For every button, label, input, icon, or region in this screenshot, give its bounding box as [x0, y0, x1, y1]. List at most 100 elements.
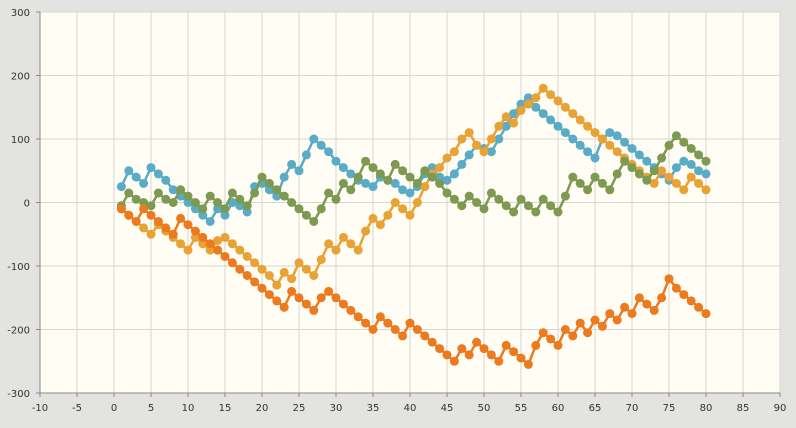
data-point[interactable] [198, 204, 208, 214]
data-point[interactable] [398, 166, 408, 176]
data-point[interactable] [583, 185, 593, 195]
data-point[interactable] [560, 128, 570, 138]
data-point[interactable] [361, 318, 371, 328]
data-point[interactable] [435, 178, 445, 188]
data-point[interactable] [634, 150, 644, 160]
data-point[interactable] [649, 178, 659, 188]
data-point[interactable] [205, 217, 215, 226]
data-point[interactable] [575, 115, 585, 125]
data-point[interactable] [568, 331, 578, 341]
data-point[interactable] [168, 229, 178, 239]
data-point[interactable] [435, 172, 445, 182]
data-point[interactable] [449, 356, 459, 366]
data-point[interactable] [523, 359, 533, 369]
data-point[interactable] [516, 105, 526, 115]
data-point[interactable] [553, 96, 563, 106]
data-point[interactable] [583, 328, 593, 338]
data-point[interactable] [398, 185, 408, 195]
data-point[interactable] [346, 169, 356, 179]
data-point[interactable] [390, 178, 400, 188]
data-point[interactable] [464, 128, 474, 138]
data-point[interactable] [176, 213, 186, 223]
data-point[interactable] [597, 178, 607, 188]
data-point[interactable] [642, 156, 652, 166]
data-point[interactable] [679, 290, 689, 300]
data-point[interactable] [412, 325, 422, 334]
data-point[interactable] [546, 115, 556, 125]
data-point[interactable] [235, 264, 245, 274]
data-point[interactable] [620, 302, 630, 312]
data-point[interactable] [183, 220, 193, 230]
data-point[interactable] [531, 207, 541, 217]
data-point[interactable] [427, 337, 437, 347]
data-point[interactable] [301, 264, 311, 274]
data-point[interactable] [494, 121, 504, 131]
data-point[interactable] [309, 271, 319, 280]
data-point[interactable] [671, 131, 681, 141]
data-point[interactable] [168, 198, 178, 207]
data-point[interactable] [627, 309, 637, 319]
data-point[interactable] [627, 163, 637, 173]
data-point[interactable] [590, 315, 600, 325]
data-point[interactable] [605, 140, 615, 150]
data-point[interactable] [338, 299, 348, 309]
data-point[interactable] [264, 271, 274, 280]
data-point[interactable] [368, 213, 378, 223]
data-point[interactable] [501, 121, 511, 131]
data-point[interactable] [242, 271, 252, 280]
data-point[interactable] [190, 232, 200, 242]
data-point[interactable] [242, 207, 252, 217]
data-point[interactable] [398, 331, 408, 341]
data-point[interactable] [420, 182, 430, 192]
data-point[interactable] [375, 312, 385, 322]
data-point[interactable] [153, 169, 163, 179]
data-point[interactable] [264, 178, 274, 188]
data-point[interactable] [331, 293, 341, 303]
data-point[interactable] [442, 188, 452, 198]
data-point[interactable] [575, 140, 585, 150]
data-point[interactable] [331, 245, 341, 255]
data-point[interactable] [686, 296, 696, 306]
data-point[interactable] [264, 290, 274, 300]
data-point[interactable] [287, 274, 297, 284]
data-point[interactable] [176, 185, 186, 195]
data-point[interactable] [649, 166, 659, 176]
data-point[interactable] [264, 185, 274, 195]
data-point[interactable] [597, 134, 607, 144]
data-point[interactable] [294, 204, 304, 214]
data-point[interactable] [250, 188, 260, 198]
data-point[interactable] [620, 156, 630, 166]
data-point[interactable] [701, 169, 711, 179]
data-point[interactable] [139, 178, 149, 188]
data-point[interactable] [405, 210, 415, 220]
data-point[interactable] [301, 210, 311, 220]
data-point[interactable] [486, 134, 496, 144]
data-point[interactable] [412, 198, 422, 207]
data-point[interactable] [316, 255, 326, 265]
data-point[interactable] [198, 232, 208, 242]
data-point[interactable] [442, 175, 452, 185]
data-point[interactable] [213, 245, 223, 255]
data-point[interactable] [383, 210, 393, 220]
data-point[interactable] [553, 121, 563, 131]
data-point[interactable] [464, 150, 474, 160]
data-point[interactable] [516, 194, 526, 204]
data-point[interactable] [546, 334, 556, 344]
data-point[interactable] [472, 198, 482, 207]
data-point[interactable] [509, 207, 519, 217]
data-point[interactable] [642, 299, 652, 309]
data-point[interactable] [279, 191, 289, 201]
data-point[interactable] [361, 226, 371, 236]
data-point[interactable] [190, 198, 200, 207]
data-point[interactable] [457, 134, 467, 144]
data-point[interactable] [198, 210, 208, 220]
data-point[interactable] [531, 340, 541, 350]
data-point[interactable] [198, 239, 208, 249]
data-point[interactable] [553, 340, 563, 350]
data-point[interactable] [546, 90, 556, 100]
data-point[interactable] [449, 169, 459, 179]
data-point[interactable] [324, 188, 334, 198]
data-point[interactable] [190, 226, 200, 236]
data-point[interactable] [516, 99, 526, 109]
data-point[interactable] [272, 191, 282, 201]
